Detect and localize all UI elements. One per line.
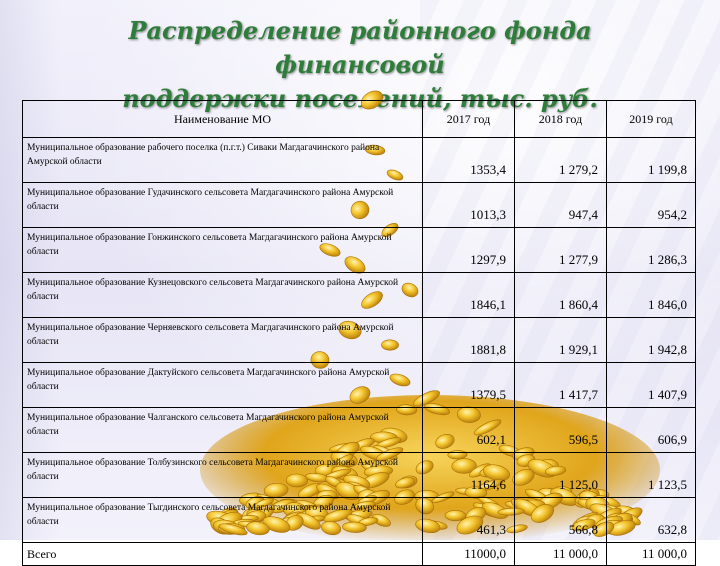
value-2019-cell: 1 942,8 xyxy=(606,317,696,363)
column-header-2018: 2018 год xyxy=(514,100,607,138)
total-label-cell: Всего xyxy=(22,542,423,566)
mo-name-cell: Муниципальное образование Гонжинского се… xyxy=(22,227,423,273)
mo-name-cell: Муниципальное образование Чалганского се… xyxy=(22,407,423,453)
value-2018-cell: 1 277,9 xyxy=(514,227,607,273)
column-header-mo-name: Наименование МО xyxy=(22,100,423,138)
table-row: Муниципальное образование Тыгдинского се… xyxy=(22,497,696,543)
table-row: Муниципальное образование рабочего посел… xyxy=(22,137,696,183)
value-2018-cell: 566,8 xyxy=(514,497,607,543)
table-row: Муниципальное образование Гудачинского с… xyxy=(22,182,696,228)
value-2019-cell: 1 199,8 xyxy=(606,137,696,183)
value-2017-cell: 1013,3 xyxy=(422,182,515,228)
table-total-row: Всего 11000,0 11 000,0 11 000,0 xyxy=(22,542,696,566)
value-2017-cell: 602,1 xyxy=(422,407,515,453)
table-row: Муниципальное образование Дактуйского се… xyxy=(22,362,696,408)
value-2019-cell: 954,2 xyxy=(606,182,696,228)
total-2017-cell: 11000,0 xyxy=(422,542,515,566)
mo-name-cell: Муниципальное образование Толбузинского … xyxy=(22,452,423,498)
value-2018-cell: 1 279,2 xyxy=(514,137,607,183)
value-2018-cell: 947,4 xyxy=(514,182,607,228)
table-row: Муниципальное образование Кузнецовского … xyxy=(22,272,696,318)
value-2019-cell: 606,9 xyxy=(606,407,696,453)
value-2017-cell: 1379,5 xyxy=(422,362,515,408)
column-header-2019: 2019 год xyxy=(606,100,696,138)
table-row: Муниципальное образование Гонжинского се… xyxy=(22,227,696,273)
value-2019-cell: 1 123,5 xyxy=(606,452,696,498)
table-row: Муниципальное образование Чалганского се… xyxy=(22,407,696,453)
mo-name-cell: Муниципальное образование Гудачинского с… xyxy=(22,182,423,228)
value-2019-cell: 1 407,9 xyxy=(606,362,696,408)
slide-title-line-1: Распределение районного фонда финансовой xyxy=(128,16,592,79)
value-2017-cell: 461,3 xyxy=(422,497,515,543)
value-2017-cell: 1297,9 xyxy=(422,227,515,273)
mo-name-cell: Муниципальное образование Черняевского с… xyxy=(22,317,423,363)
table-row: Муниципальное образование Черняевского с… xyxy=(22,317,696,363)
column-header-2017: 2017 год xyxy=(422,100,515,138)
value-2019-cell: 632,8 xyxy=(606,497,696,543)
total-2018-cell: 11 000,0 xyxy=(514,542,607,566)
mo-name-cell: Муниципальное образование Тыгдинского се… xyxy=(22,497,423,543)
value-2018-cell: 596,5 xyxy=(514,407,607,453)
value-2017-cell: 1164,6 xyxy=(422,452,515,498)
value-2019-cell: 1 286,3 xyxy=(606,227,696,273)
total-2019-cell: 11 000,0 xyxy=(606,542,696,566)
funding-table: Наименование МО 2017 год 2018 год 2019 г… xyxy=(22,100,696,566)
value-2017-cell: 1846,1 xyxy=(422,272,515,318)
table-header-row: Наименование МО 2017 год 2018 год 2019 г… xyxy=(22,100,696,138)
value-2018-cell: 1 417,7 xyxy=(514,362,607,408)
slide-title: Распределение районного фонда финансовой… xyxy=(40,14,680,116)
value-2018-cell: 1 125,0 xyxy=(514,452,607,498)
value-2018-cell: 1 929,1 xyxy=(514,317,607,363)
table-row: Муниципальное образование Толбузинского … xyxy=(22,452,696,498)
value-2018-cell: 1 860,4 xyxy=(514,272,607,318)
value-2019-cell: 1 846,0 xyxy=(606,272,696,318)
value-2017-cell: 1353,4 xyxy=(422,137,515,183)
mo-name-cell: Муниципальное образование Кузнецовского … xyxy=(22,272,423,318)
mo-name-cell: Муниципальное образование Дактуйского се… xyxy=(22,362,423,408)
value-2017-cell: 1881,8 xyxy=(422,317,515,363)
mo-name-cell: Муниципальное образование рабочего посел… xyxy=(22,137,423,183)
